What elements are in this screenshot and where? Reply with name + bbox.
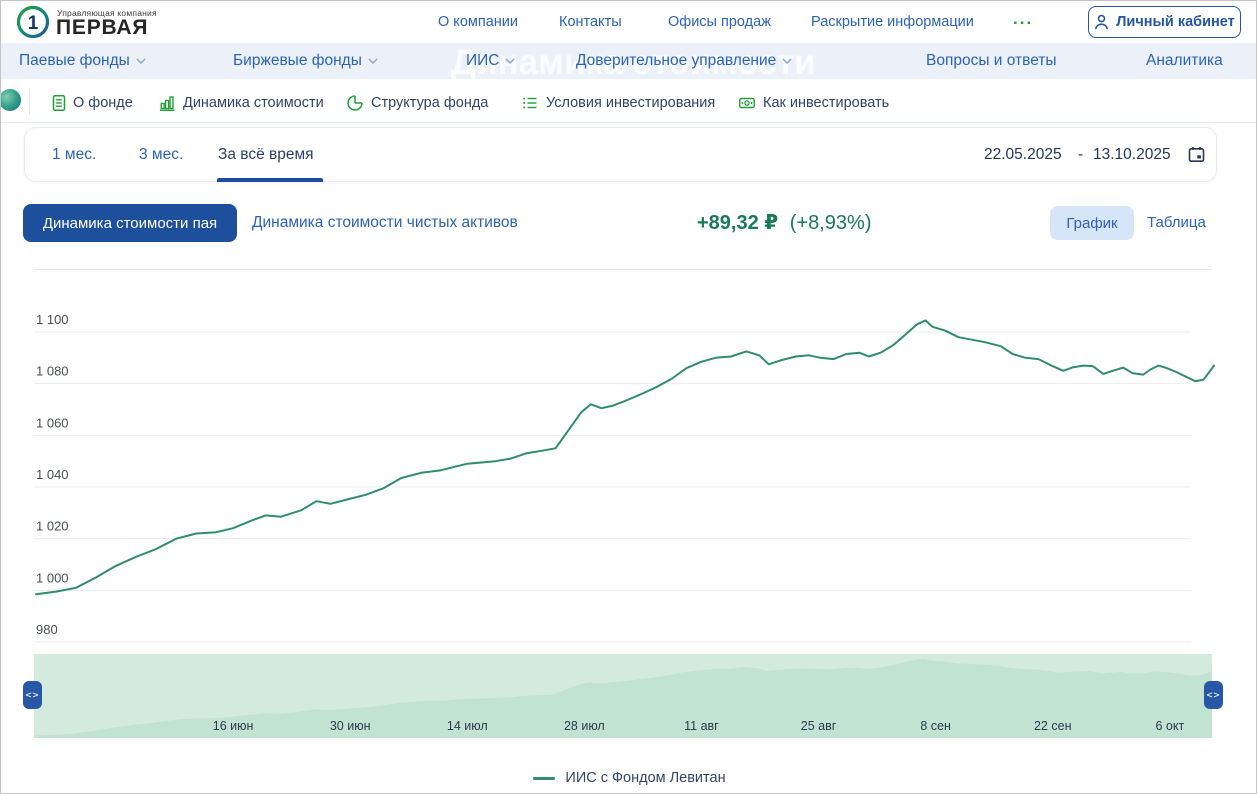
logo-brand[interactable]: ПЕРВАЯ (56, 16, 149, 39)
nav-item-label: Доверительное управление (576, 52, 777, 69)
chevron-down-icon (136, 58, 146, 64)
pie-chart-icon (347, 95, 363, 111)
document-icon (52, 95, 66, 111)
period-change: +89,32 ₽ (+8,93%) (697, 210, 871, 235)
series-button-net-assets[interactable]: Динамика стоимости чистых активов (252, 214, 518, 231)
y-axis-label: 1 000 (36, 570, 69, 585)
y-axis-label: 1 040 (36, 467, 69, 482)
header-link-disclosure[interactable]: Раскрытие информации (811, 14, 974, 30)
range-handle-right[interactable]: <> (1204, 681, 1223, 709)
x-axis-label: 25 авг (801, 719, 837, 733)
series-button-unit-price[interactable]: Динамика стоимости пая (23, 204, 237, 242)
period-option-1m[interactable]: 1 мес. (52, 146, 97, 163)
x-axis-label: 22 сен (1034, 719, 1072, 733)
active-period-underline (217, 178, 323, 182)
nav-item-label: Аналитика (1146, 52, 1223, 69)
view-toggle-table[interactable]: Таблица (1147, 214, 1206, 231)
person-icon (1095, 14, 1109, 30)
banknote-icon (739, 97, 755, 109)
nav-item-analytics[interactable]: Аналитика (1146, 52, 1223, 70)
nav-item-mutual-funds[interactable]: Паевые фонды (19, 52, 146, 70)
y-axis-label: 980 (36, 622, 58, 637)
legend-line-marker (533, 776, 556, 780)
fund-tab-about[interactable]: О фонде (73, 95, 133, 111)
y-axis-label: 1 080 (36, 364, 69, 379)
minimap-area-series (34, 658, 1212, 738)
header-link-about[interactable]: О компании (438, 14, 518, 30)
chevron-down-icon (782, 58, 792, 64)
chevron-down-icon (505, 58, 516, 64)
view-toggle-chart[interactable]: График (1050, 206, 1134, 240)
chevron-down-icon (368, 58, 378, 64)
date-to-field[interactable]: 13.10.2025 (1093, 146, 1171, 163)
fund-avatar[interactable] (1, 89, 21, 111)
legend-series-label[interactable]: ИИС с Фондом Левитан (565, 770, 726, 786)
account-button[interactable]: Личный кабинет (1088, 6, 1241, 38)
x-axis-label: 8 сен (920, 719, 951, 733)
drag-chevrons-icon: <> (1206, 689, 1221, 701)
chart-legend: ИИС с Фондом Левитан (1, 770, 1256, 786)
header-link-contacts[interactable]: Контакты (559, 14, 622, 30)
range-handle-left[interactable]: <> (23, 681, 42, 709)
x-axis-label: 28 июл (564, 719, 605, 733)
period-selector-card: 1 мес. 3 мес. За всё время 22.05.2025 - … (24, 127, 1217, 182)
fund-tab-price-dynamics[interactable]: Динамика стоимости (183, 95, 324, 111)
fund-tab-how-to-invest[interactable]: Как инвестировать (763, 95, 890, 111)
nav-item-label: ИИС (466, 52, 500, 69)
account-button-label: Личный кабинет (1116, 14, 1235, 30)
price-chart-canvas[interactable]: 1 100 1 080 1 060 1 040 1 020 1 000 980 16 июн 3… (1, 269, 1257, 747)
logo-mark-icon[interactable]: 1 (15, 4, 51, 40)
y-axis-label: 1 100 (36, 312, 69, 327)
x-axis-label: 14 июл (447, 719, 488, 733)
change-percent: (+8,93%) (789, 212, 872, 234)
nav-item-trust-management[interactable]: Доверительное управление (576, 52, 792, 70)
nav-item-faq[interactable]: Вопросы и ответы (926, 52, 1057, 70)
change-value: +89,32 ₽ (697, 212, 779, 234)
x-axis-label: 11 авг (684, 719, 719, 733)
nav-item-label: Биржевые фонды (233, 52, 362, 69)
view-toggle-chart-label: График (1066, 214, 1118, 232)
logo-numeral: 1 (28, 13, 39, 34)
period-option-3m[interactable]: 3 мес. (139, 146, 184, 163)
more-menu-icon[interactable]: ... (1013, 9, 1034, 28)
calendar-icon[interactable] (1188, 146, 1205, 163)
y-axis-label: 1 020 (36, 519, 69, 534)
period-option-all-time[interactable]: За всё время (218, 146, 314, 163)
logo-caption: Управляющая компания (57, 8, 157, 18)
checklist-icon (523, 97, 537, 109)
fund-tabs-bar: О фонде Динамика стоимости Структура фон… (1, 79, 1256, 123)
nav-item-label: Вопросы и ответы (926, 52, 1057, 69)
x-axis-label: 16 июн (213, 719, 254, 733)
main-nav: Динамика стоимости Паевые фонды Биржевые… (1, 43, 1256, 79)
y-axis-label: 1 060 (36, 415, 69, 430)
date-from-field[interactable]: 22.05.2025 (984, 146, 1062, 163)
x-axis-label: 30 июн (330, 719, 371, 733)
bar-chart-icon (160, 96, 175, 111)
top-header: 1 Управляющая компания ПЕРВАЯ О компании… (1, 1, 1256, 43)
price-line-series (35, 319, 1215, 596)
nav-item-exchange-funds[interactable]: Биржевые фонды (233, 52, 378, 70)
date-separator: - (1078, 146, 1084, 163)
x-axis-label: 6 окт (1155, 719, 1184, 733)
header-link-offices[interactable]: Офисы продаж (668, 14, 771, 30)
divider (29, 88, 30, 115)
drag-chevrons-icon: <> (25, 689, 40, 701)
nav-item-label: Паевые фонды (19, 52, 130, 69)
nav-item-iis[interactable]: ИИС (466, 52, 516, 70)
fund-tab-conditions[interactable]: Условия инвестирования (546, 95, 716, 111)
fund-tab-structure[interactable]: Структура фонда (371, 95, 489, 111)
